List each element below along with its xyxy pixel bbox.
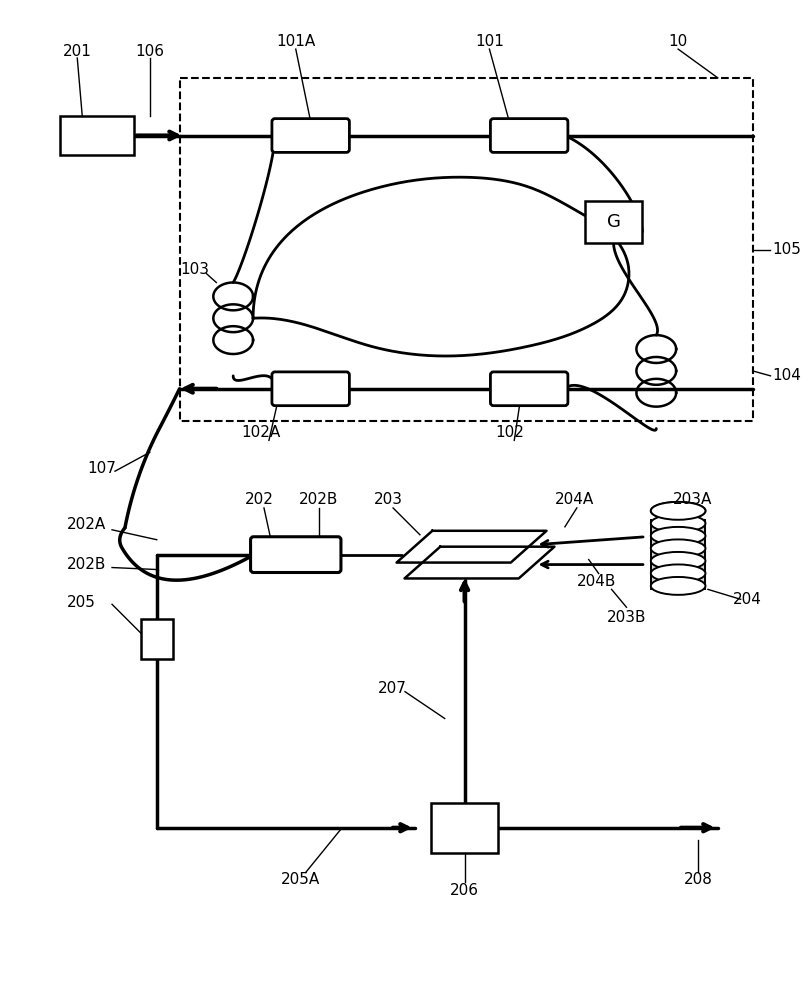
Text: 202: 202 bbox=[244, 492, 273, 508]
Text: 103: 103 bbox=[180, 262, 208, 277]
Text: 203A: 203A bbox=[672, 492, 712, 508]
Ellipse shape bbox=[650, 564, 705, 582]
FancyBboxPatch shape bbox=[251, 537, 341, 573]
FancyBboxPatch shape bbox=[272, 119, 349, 152]
Ellipse shape bbox=[650, 539, 705, 557]
Text: 208: 208 bbox=[683, 872, 711, 887]
Bar bbox=[60, 116, 134, 155]
Text: 203: 203 bbox=[373, 492, 402, 508]
Text: 107: 107 bbox=[88, 461, 117, 476]
Text: 204: 204 bbox=[732, 592, 762, 607]
Ellipse shape bbox=[650, 527, 705, 545]
Text: G: G bbox=[606, 213, 620, 231]
Text: 201: 201 bbox=[62, 44, 92, 59]
Ellipse shape bbox=[650, 514, 705, 532]
Text: 101A: 101A bbox=[276, 34, 315, 49]
Polygon shape bbox=[650, 520, 705, 589]
Text: 101: 101 bbox=[474, 34, 504, 49]
FancyBboxPatch shape bbox=[490, 372, 567, 406]
Text: 202A: 202A bbox=[67, 517, 106, 532]
Text: 202B: 202B bbox=[298, 492, 338, 508]
Bar bbox=[140, 619, 173, 659]
Text: 206: 206 bbox=[449, 883, 478, 898]
Text: 202B: 202B bbox=[67, 557, 106, 572]
Bar bbox=[584, 201, 642, 243]
Text: 102: 102 bbox=[494, 425, 523, 440]
Text: 102A: 102A bbox=[241, 425, 281, 440]
Text: 204A: 204A bbox=[555, 492, 594, 508]
Text: 207: 207 bbox=[377, 681, 406, 696]
Polygon shape bbox=[404, 547, 554, 578]
Text: 203B: 203B bbox=[606, 610, 646, 625]
Text: 10: 10 bbox=[667, 34, 687, 49]
Ellipse shape bbox=[650, 577, 705, 595]
Ellipse shape bbox=[650, 552, 705, 570]
Text: 104: 104 bbox=[771, 368, 800, 383]
Ellipse shape bbox=[650, 502, 705, 520]
Text: 106: 106 bbox=[135, 44, 164, 59]
FancyBboxPatch shape bbox=[272, 372, 349, 406]
Text: 204B: 204B bbox=[577, 574, 616, 589]
Polygon shape bbox=[396, 531, 546, 563]
Text: 205A: 205A bbox=[281, 872, 320, 887]
Ellipse shape bbox=[650, 502, 705, 520]
Text: 105: 105 bbox=[771, 242, 800, 257]
Bar bbox=[431, 803, 498, 853]
Text: 205: 205 bbox=[67, 595, 96, 610]
FancyBboxPatch shape bbox=[490, 119, 567, 152]
